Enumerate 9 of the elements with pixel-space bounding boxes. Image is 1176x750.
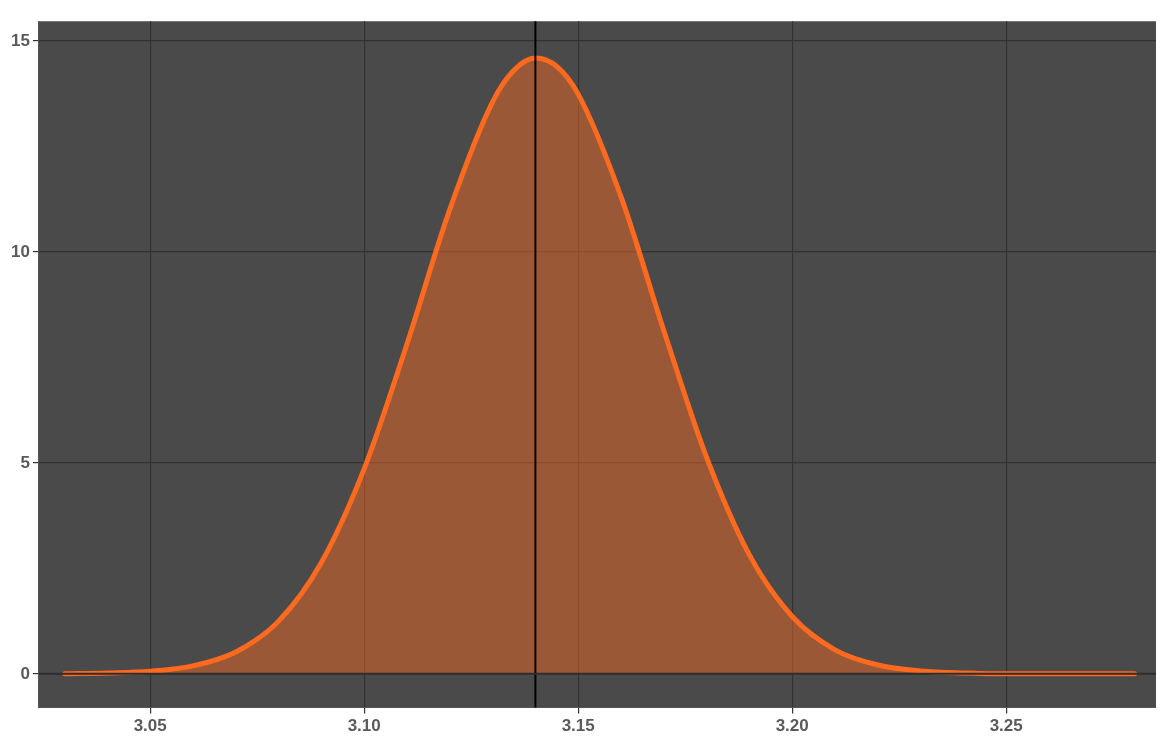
x-tick-label: 3.10: [347, 716, 381, 736]
y-tick-label: 0: [20, 663, 30, 683]
x-tick-label: 3.05: [133, 716, 167, 736]
y-tick-label: 10: [10, 241, 30, 261]
x-tick-label: 3.15: [561, 716, 595, 736]
y-tick-label: 5: [20, 452, 30, 472]
x-tick-label: 3.25: [989, 716, 1023, 736]
y-tick-label: 15: [10, 30, 30, 50]
x-tick-label: 3.20: [775, 716, 809, 736]
